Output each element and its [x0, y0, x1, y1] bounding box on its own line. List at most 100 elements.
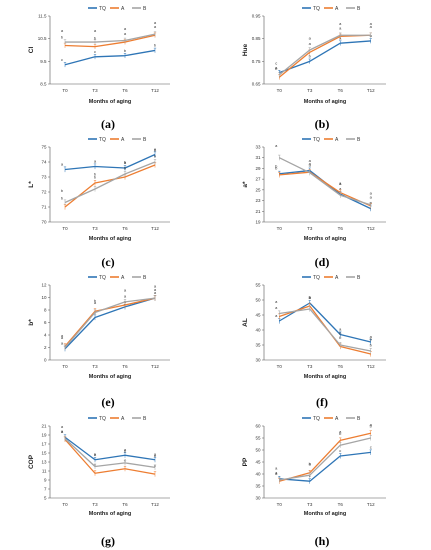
- chart3-series-tq: [64, 153, 156, 171]
- chart4-x-tick-label: T12: [367, 226, 375, 231]
- chart2-x-tick-label: T6: [338, 88, 344, 93]
- panel-label-g: (g): [101, 534, 115, 548]
- chart1-series-tq: [64, 49, 156, 66]
- chart8-x-tick-label: T0: [277, 502, 283, 507]
- chart4-sig-letter-tq: b: [370, 200, 373, 205]
- chart2-sig-letter-tq: b: [309, 53, 312, 58]
- chart8-sig-letter-a: a: [339, 429, 342, 434]
- chart7-y-tick-label: 13: [41, 460, 47, 465]
- chart2-sig-letter-a: a: [370, 24, 373, 29]
- chart5-sig-letter-b: a: [124, 287, 127, 292]
- chart3-y-axis-title: L*: [28, 181, 35, 188]
- chart2-sig-letter-a: b: [275, 66, 278, 71]
- chart3-sig-letter-tq: a: [154, 146, 157, 151]
- chart4-series-a: [279, 171, 372, 207]
- chart5-y-axis-title: b*: [28, 319, 35, 326]
- chart8-series-b: [279, 437, 371, 481]
- chart5-sig-letter-tq: a: [154, 290, 157, 295]
- chart6-sig-letter-a: b: [370, 343, 373, 348]
- chart5-sig-letter-a: a: [154, 287, 157, 292]
- chart7-legend-label-b: B: [143, 416, 147, 422]
- chart2-sig-letter-a: a: [339, 25, 342, 30]
- chart1-x-tick-label: T0: [62, 88, 68, 93]
- chart1-sig-letter-b: a: [124, 26, 127, 31]
- chart4-sig-letter-tq: a: [309, 162, 312, 167]
- chart1-x-tick-label: T12: [151, 88, 159, 93]
- chart8-sig-letter-a: a: [370, 422, 373, 427]
- chart7-x-tick-label: T0: [62, 502, 68, 507]
- chart7-sig-letter-a: c: [124, 458, 126, 463]
- chart2-sig-letter-tq: a: [275, 65, 278, 70]
- chart8-y-tick-label: 30: [255, 496, 261, 501]
- chart4-sig-letter-b: a: [275, 143, 278, 148]
- chart5-y-tick-label: 6: [44, 320, 47, 325]
- chart5-series-b: [64, 297, 156, 348]
- chart1-sig-letter-tq: b: [124, 48, 127, 53]
- chart4-legend-label-a: A: [335, 137, 339, 143]
- chart5-sig-letter-b: a: [61, 333, 64, 338]
- chart8-x-tick-label: T6: [338, 502, 344, 507]
- chart2-sig-letter-tq: a: [370, 33, 373, 38]
- chart8-series-tq: [279, 451, 371, 482]
- chart8-sig-letter-tq: c: [339, 448, 341, 453]
- chart1-y-tick-label: 8.5: [40, 82, 47, 87]
- chart7-y-tick-label: 5: [44, 496, 47, 501]
- chart6-sig-letter-b: b: [309, 294, 312, 299]
- chart2-series-b: [278, 34, 371, 76]
- panel-label-f: (f): [316, 395, 328, 409]
- chart5-series-a: [64, 297, 156, 347]
- chart6-y-tick-label: 35: [255, 343, 261, 348]
- chart1-sig-letter-b: a: [154, 20, 157, 25]
- chart3-y-tick-label: 70: [41, 220, 47, 225]
- chart5-sig-letter-b: a: [154, 284, 157, 289]
- chart6-sig-letter-b: a: [275, 299, 278, 304]
- chart8-sig-letter-a: a: [309, 462, 312, 467]
- chart1-sig-letter-a: a: [154, 24, 157, 29]
- chart7-sig-letter-a: a: [61, 428, 64, 433]
- chart3-x-axis-title: Months of aging: [89, 236, 131, 242]
- chart6-legend-label-tq: TQ: [313, 275, 320, 281]
- chart1-sig-letter-tq: c: [61, 57, 63, 62]
- chart8-sig-letter-b: a: [275, 466, 278, 471]
- chart3-sig-letter-b: b: [124, 159, 127, 164]
- chart3-y-tick-label: 72: [41, 190, 47, 195]
- chart5-x-axis-title: Months of aging: [89, 374, 131, 380]
- chart8-legend-label-tq: TQ: [313, 416, 320, 422]
- chart8-series-a: [279, 432, 371, 482]
- chart4-y-tick-label: 25: [255, 187, 261, 192]
- chart2-y-axis-title: Hue: [242, 43, 249, 56]
- chart7-sig-letter-tq: a: [94, 452, 97, 457]
- chart6-sig-letter-tq: a: [339, 326, 342, 331]
- chart6-y-tick-label: 45: [255, 313, 261, 318]
- chart3-y-tick-label: 75: [41, 145, 47, 150]
- chart3-y-tick-label: 71: [41, 205, 47, 210]
- chart7-sig-letter-b: b: [124, 448, 127, 453]
- chart6-x-axis-title: Months of aging: [304, 374, 346, 380]
- chart4-y-tick-label: 23: [255, 198, 261, 203]
- chart5-y-tick-label: 8: [44, 308, 47, 313]
- chart8-x-tick-label: T12: [367, 502, 375, 507]
- chart8-sig-letter-b: b: [339, 431, 342, 436]
- chart4-sig-letter-tq: a: [339, 186, 342, 191]
- chart3-x-tick-label: T3: [92, 226, 98, 231]
- chart2-legend-label-a: A: [335, 6, 339, 12]
- chart2-x-tick-label: T12: [367, 88, 375, 93]
- chart6-x-tick-label: T12: [367, 364, 375, 369]
- chart4-y-tick-label: 27: [255, 177, 261, 182]
- chart6-x-tick-label: T3: [307, 364, 313, 369]
- chart7-y-tick-label: 21: [41, 424, 47, 429]
- chart2-sig-letter-b: a: [370, 21, 373, 26]
- chart6-legend-label-b: B: [357, 275, 361, 281]
- chart8-y-tick-label: 40: [255, 472, 261, 477]
- chart3-sig-letter-b: b: [61, 188, 64, 193]
- chart1-series-a: [64, 34, 156, 48]
- chart7-sig-letter-b: b: [94, 452, 97, 457]
- chart6-sig-letter-a: b: [339, 335, 342, 340]
- chart8-y-tick-label: 45: [255, 460, 261, 465]
- chart2-sig-letter-a: a: [309, 41, 312, 46]
- chart7-x-tick-label: T3: [92, 502, 98, 507]
- chart1-series-b: [65, 33, 156, 43]
- chart4-x-tick-label: T6: [338, 226, 344, 231]
- chart1-sig-letter-b: a: [61, 28, 64, 33]
- chart8-sig-letter-b: b: [370, 424, 373, 429]
